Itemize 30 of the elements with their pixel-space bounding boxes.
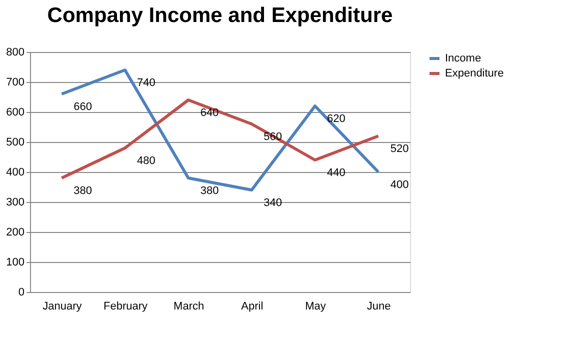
data-label: 400 (390, 179, 409, 191)
y-tick-label: 500 (6, 136, 24, 148)
legend-label: Expenditure (445, 68, 504, 80)
line-series (60, 98, 380, 180)
y-tick-label: 700 (6, 76, 24, 88)
y-tick-label: 800 (6, 46, 24, 58)
x-tick-label: April (241, 300, 264, 312)
y-tick-label: 200 (6, 226, 24, 238)
y-tick-label: 400 (6, 166, 24, 178)
data-label: 380 (200, 185, 219, 197)
x-tick-label: March (174, 300, 204, 312)
x-tick-label: February (103, 300, 148, 312)
data-label: 380 (74, 185, 92, 197)
y-tick-label: 0 (18, 286, 24, 298)
data-label: 440 (327, 167, 346, 179)
chart-title: Company Income and Expenditure (47, 4, 393, 27)
data-label: 660 (74, 101, 92, 113)
y-tick-label: 600 (6, 106, 24, 118)
x-tick-label: May (305, 300, 326, 312)
data-label: 620 (327, 113, 346, 125)
data-label: 640 (200, 107, 219, 119)
x-tick-label: January (42, 300, 82, 312)
data-label: 520 (390, 143, 409, 155)
x-tick-label: June (366, 300, 391, 312)
data-label: 740 (137, 77, 156, 89)
y-tick-label: 100 (6, 256, 24, 268)
data-label: 480 (137, 155, 156, 167)
legend-label: Income (445, 52, 482, 64)
y-tick-label: 300 (6, 196, 24, 208)
data-label: 340 (264, 197, 282, 209)
